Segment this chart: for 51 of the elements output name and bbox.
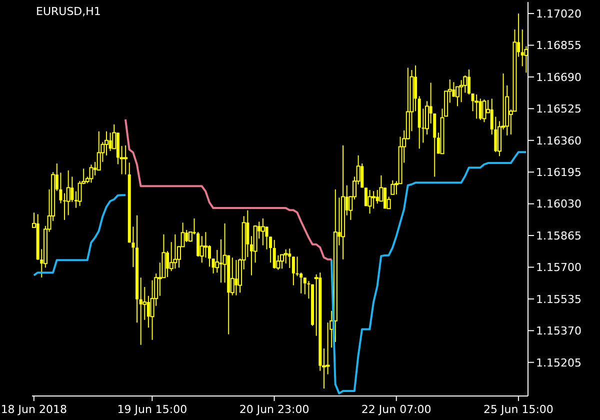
candlestick [296,256,299,277]
x-tick-label: 18 Jun 2018 [0,403,67,416]
candlestick [474,94,479,120]
y-tick-label: 1.17020 [536,7,582,20]
candlestick [303,277,306,295]
y-tick-label: 1.16525 [536,102,582,116]
y-tick-label: 1.15535 [536,292,582,306]
y-tick-label: 1.15205 [536,356,582,370]
candlestick [520,28,524,67]
candlestick [372,190,376,210]
candlestick [284,248,288,264]
candlestick [66,170,70,216]
y-tick-label: 1.15700 [536,261,582,274]
candlestick [70,176,74,202]
candlestick [196,232,200,258]
chart-title: EURUSD,H1 [36,5,101,18]
candlestick [260,218,265,246]
candlestick [288,248,292,268]
candlestick [376,189,379,204]
candlestick [269,236,272,264]
y-tick-label: 1.16855 [536,39,582,52]
candlestick [108,132,112,152]
y-tick-label: 1.16690 [536,70,582,84]
y-tick-label: 1.16360 [536,134,582,148]
line-series [124,118,333,260]
candlestick [234,259,238,296]
y-tick-label: 1.15370 [536,324,582,338]
candlestick [89,164,94,184]
candlestick [280,254,284,270]
candlestick [368,189,372,214]
candlestick [246,210,250,258]
candlestick [124,144,128,175]
candlestick [200,236,204,264]
candlestick [185,229,188,243]
x-tick-label: 20 Jun 23:00 [239,403,310,416]
x-tick-label: 19 Jun 15:00 [117,403,188,416]
y-tick-label: 1.15865 [536,229,582,242]
candlestick [173,234,178,270]
x-tick-label: 22 Jun 07:00 [361,403,432,416]
candlestick [307,280,310,300]
x-tick-label: 25 Jun 15:00 [484,403,554,416]
candlestick [139,277,142,346]
candlestick [467,68,470,95]
candlestick [272,239,276,270]
candlestick [478,98,482,121]
candlestick [292,256,295,286]
candlestick [459,80,464,103]
y-tick-label: 1.16030 [536,198,582,211]
y-tick-label: 1.16195 [536,166,582,179]
candlestick [390,180,395,195]
candlestick [482,98,486,123]
